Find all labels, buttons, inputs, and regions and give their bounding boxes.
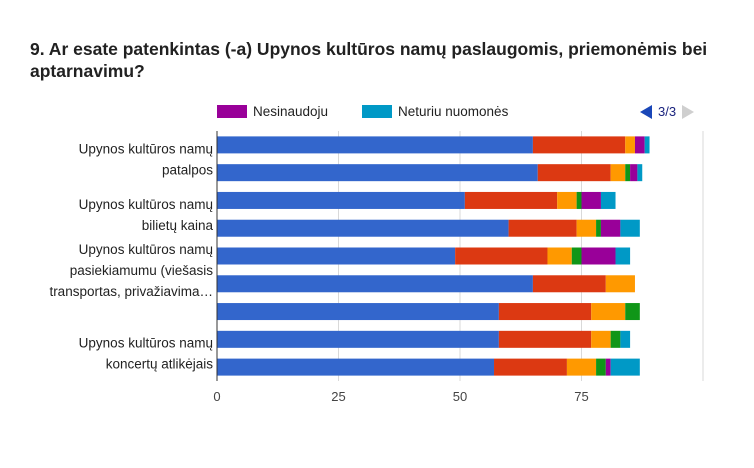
bar-segment (217, 275, 533, 293)
bar-segment (217, 303, 499, 321)
legend-label: Nesinaudoju (253, 104, 329, 119)
bar-segment (637, 164, 643, 182)
bar-segment (620, 219, 640, 237)
bar-segment (532, 275, 606, 293)
bar-segment (557, 191, 577, 209)
bar-segment (581, 191, 601, 209)
bar-segment (591, 303, 626, 321)
bar-segment (508, 219, 577, 237)
bar-segment (630, 164, 638, 182)
bar-segment (217, 247, 456, 265)
x-tick-label: 0 (213, 389, 220, 404)
legend-label: Neturiu nuomonės (398, 104, 509, 119)
bar-segment (610, 358, 640, 376)
bar-segment (217, 191, 465, 209)
category-label: Upynos kultūros namų (79, 242, 213, 257)
bar-segment (605, 358, 611, 376)
legend-swatch (217, 105, 247, 118)
bar-segment (576, 191, 582, 209)
bar-segment (547, 247, 572, 265)
x-tick-label: 75 (574, 389, 588, 404)
bar-segment (494, 358, 567, 376)
bar-segment (217, 358, 495, 376)
prev-page-icon[interactable] (640, 104, 652, 119)
bar-segment (600, 191, 616, 209)
bar-segment (464, 191, 558, 209)
bar-segment (581, 247, 616, 265)
bar-segment (615, 247, 631, 265)
bar-segment (566, 358, 597, 376)
bar-segment (625, 136, 635, 154)
bar-segment (532, 136, 626, 154)
bar-segment (610, 330, 621, 348)
bar-segment (498, 330, 592, 348)
category-label: patalpos (162, 162, 213, 177)
bar-segment (576, 219, 597, 237)
category-label: Upynos kultūros namų (79, 197, 213, 212)
legend-item-neturiu-nuomones[interactable]: Neturiu nuomonės (362, 104, 508, 119)
category-label: koncertų atlikėjais (106, 357, 214, 372)
category-label: bilietų kaina (142, 218, 214, 233)
bar-segment (455, 247, 548, 265)
legend-pager: 3/3 (640, 104, 695, 119)
bar-segment (625, 164, 631, 182)
bar-segment (217, 164, 538, 182)
bar-segment (634, 136, 645, 154)
pager-label: 3/3 (658, 104, 677, 119)
category-label: pasiekiamumu (viešasis (70, 263, 214, 278)
bar-segment (591, 330, 611, 348)
next-page-icon[interactable] (682, 104, 695, 119)
bar-segment (498, 303, 592, 321)
bar-segment (596, 358, 606, 376)
legend-swatch (362, 105, 392, 118)
bar-segment (217, 219, 509, 237)
bar-segment (620, 330, 631, 348)
bar-segment (644, 136, 650, 154)
bar-segment (217, 136, 533, 154)
x-tick-label: 50 (453, 389, 467, 404)
bar-segment (537, 164, 611, 182)
bar-segment (625, 303, 640, 321)
category-label: Upynos kultūros namų (79, 336, 213, 351)
category-label: transportas, privažiavima… (49, 284, 213, 299)
category-label: Upynos kultūros namų (79, 141, 213, 156)
legend-item-nesinaudoju[interactable]: Nesinaudoju (217, 104, 328, 119)
bar-segment (610, 164, 626, 182)
bar-segment (605, 275, 635, 293)
legend: Nesinaudoju Neturiu nuomonės (0, 104, 754, 124)
bar-segment (571, 247, 582, 265)
x-tick-label: 25 (331, 389, 345, 404)
bar-segment (600, 219, 621, 237)
bar-segment (596, 219, 601, 237)
bar-segment (217, 330, 499, 348)
chart-title: 9. Ar esate patenkintas (-a) Upynos kult… (30, 39, 708, 81)
